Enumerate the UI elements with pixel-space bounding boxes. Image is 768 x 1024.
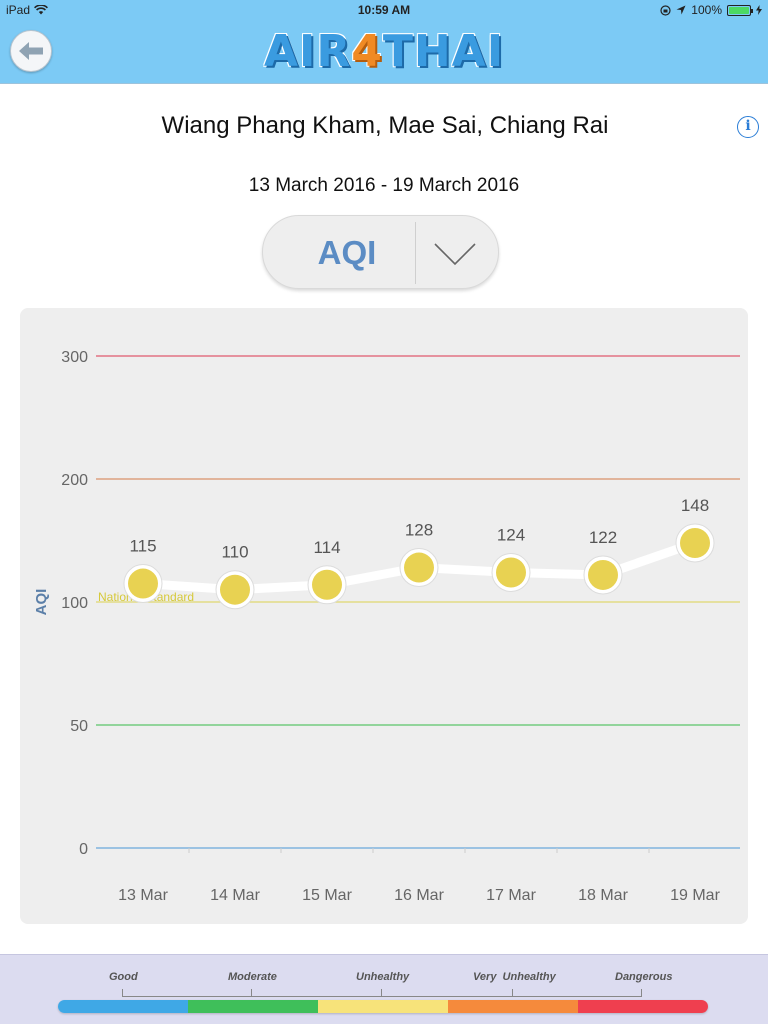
aqi-chart: National Standard 0 50 100 200 300 AQI 13 Mar 14… <box>20 308 748 924</box>
wifi-icon <box>34 5 48 15</box>
scale-segment-4 <box>578 1000 708 1013</box>
x-tick-label: 19 Mar <box>670 887 720 904</box>
x-tick-label: 18 Mar <box>578 887 628 904</box>
data-label: 148 <box>681 496 709 515</box>
legend-good: Good <box>109 971 138 983</box>
back-button[interactable] <box>10 30 52 72</box>
y-tick-label: 100 <box>61 595 88 612</box>
scale-segment-3 <box>448 1000 578 1013</box>
legend-dangerous: Dangerous <box>615 971 673 983</box>
x-tick-label: 15 Mar <box>302 887 352 904</box>
data-point <box>680 527 710 558</box>
data-label: 124 <box>497 525 525 544</box>
device-label: iPad <box>6 3 31 17</box>
y-axis-label: AQI <box>33 589 50 616</box>
battery-icon <box>727 4 753 16</box>
battery-percent: 100% <box>691 3 722 17</box>
x-tick-label: 16 Mar <box>394 887 444 904</box>
date-range: 13 March 2016 - 19 March 2016 <box>248 175 520 196</box>
data-point <box>496 557 526 588</box>
info-icon[interactable]: i <box>737 116 759 138</box>
x-tick-label: 13 Mar <box>118 887 168 904</box>
data-point <box>588 559 618 590</box>
scale-segment-2 <box>318 1000 448 1013</box>
y-tick-label: 50 <box>70 718 88 735</box>
data-point <box>128 568 158 599</box>
back-arrow-icon <box>19 42 43 60</box>
parameter-dropdown[interactable]: AQI <box>262 215 499 289</box>
data-label: 115 <box>129 537 156 556</box>
y-tick-label: 0 <box>79 841 88 858</box>
location-arrow-icon <box>676 5 686 15</box>
dropdown-divider <box>415 222 416 284</box>
status-time: 10:59 AM <box>357 3 411 17</box>
x-tick-label: 14 Mar <box>210 887 260 904</box>
aqi-level-legend: Good Moderate Unhealthy Very Unhealthy D… <box>0 954 768 1024</box>
data-point <box>220 574 250 605</box>
logo-thai: THAI <box>382 26 505 77</box>
parameter-value: AQI <box>317 234 377 271</box>
legend-tick <box>512 989 513 997</box>
logo-air: AIR <box>263 26 352 77</box>
data-point <box>312 569 342 600</box>
data-label: 114 <box>313 538 340 557</box>
legend-very-unhealthy: Very Unhealthy <box>473 971 556 983</box>
status-left: iPad <box>6 3 48 17</box>
logo-four: 4 <box>351 26 383 77</box>
status-bar: iPad 10:59 AM 100% <box>0 0 768 20</box>
app-header: AIR4THAI <box>0 20 768 84</box>
status-right: 100% <box>660 3 762 17</box>
station-name: Wiang Phang Kham, Mae Sai, Chiang Rai <box>161 112 609 139</box>
data-label: 128 <box>405 521 433 540</box>
x-tick-label: 17 Mar <box>486 887 536 904</box>
scale-segment-1 <box>188 1000 318 1013</box>
y-tick-label: 300 <box>61 349 88 366</box>
legend-tick <box>381 989 382 997</box>
legend-tick <box>251 989 252 997</box>
legend-bracket <box>122 989 642 997</box>
data-label: 110 <box>221 543 248 562</box>
chevron-down-icon <box>434 243 476 266</box>
legend-unhealthy: Unhealthy <box>356 971 410 983</box>
charging-bolt-icon <box>756 5 762 15</box>
scale-segment-0 <box>58 1000 188 1013</box>
data-point <box>404 552 434 583</box>
data-label: 122 <box>589 528 617 547</box>
orientation-lock-icon <box>660 4 671 16</box>
y-tick-label: 200 <box>61 472 88 489</box>
aqi-color-scale <box>58 1000 708 1013</box>
app-logo: AIR4THAI <box>0 26 768 77</box>
legend-moderate: Moderate <box>228 971 277 983</box>
